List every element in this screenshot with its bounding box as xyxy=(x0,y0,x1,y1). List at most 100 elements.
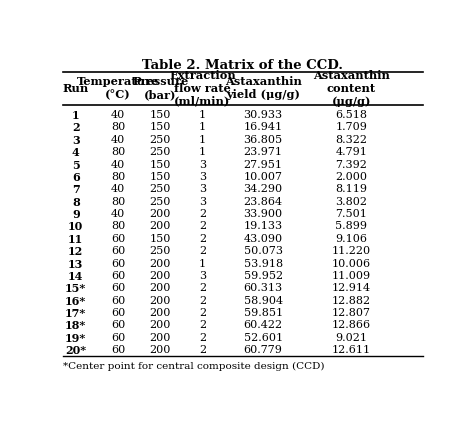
Text: 40: 40 xyxy=(111,135,125,145)
Text: 60: 60 xyxy=(111,333,125,343)
Text: 40: 40 xyxy=(111,209,125,219)
Text: 12: 12 xyxy=(68,246,83,257)
Text: 12.882: 12.882 xyxy=(332,296,371,306)
Text: 1: 1 xyxy=(72,110,80,121)
Text: 12.611: 12.611 xyxy=(332,345,371,355)
Text: 40: 40 xyxy=(111,159,125,170)
Text: 150: 150 xyxy=(150,159,171,170)
Text: 33.900: 33.900 xyxy=(244,209,283,219)
Text: 200: 200 xyxy=(150,296,171,306)
Text: 12.914: 12.914 xyxy=(332,283,371,293)
Text: 30.933: 30.933 xyxy=(244,110,283,120)
Text: 80: 80 xyxy=(111,221,125,231)
Text: 80: 80 xyxy=(111,122,125,132)
Text: 9.106: 9.106 xyxy=(335,234,367,244)
Text: 250: 250 xyxy=(150,197,171,207)
Text: 60: 60 xyxy=(111,234,125,244)
Text: 2: 2 xyxy=(199,246,206,256)
Text: 1: 1 xyxy=(199,110,206,120)
Text: 60: 60 xyxy=(111,308,125,318)
Text: 4.791: 4.791 xyxy=(336,147,367,157)
Text: 3.802: 3.802 xyxy=(335,197,367,207)
Text: 8: 8 xyxy=(72,197,80,208)
Text: 27.951: 27.951 xyxy=(244,159,283,170)
Text: 1: 1 xyxy=(199,135,206,145)
Text: Astaxanthin
content
(μg/g): Astaxanthin content (μg/g) xyxy=(313,70,390,107)
Text: 23.864: 23.864 xyxy=(244,197,283,207)
Text: 16.941: 16.941 xyxy=(244,122,283,132)
Text: 23.971: 23.971 xyxy=(244,147,283,157)
Text: 7: 7 xyxy=(72,184,80,195)
Text: 80: 80 xyxy=(111,172,125,182)
Text: 60: 60 xyxy=(111,246,125,256)
Text: 5: 5 xyxy=(72,159,80,170)
Text: 6.518: 6.518 xyxy=(335,110,367,120)
Text: 52.601: 52.601 xyxy=(244,333,283,343)
Text: 1.709: 1.709 xyxy=(336,122,367,132)
Text: 53.918: 53.918 xyxy=(244,258,283,269)
Text: 150: 150 xyxy=(150,110,171,120)
Text: 50.073: 50.073 xyxy=(244,246,283,256)
Text: 11.009: 11.009 xyxy=(332,271,371,281)
Text: 40: 40 xyxy=(111,184,125,194)
Text: 6: 6 xyxy=(72,172,80,183)
Text: 250: 250 xyxy=(150,135,171,145)
Text: 200: 200 xyxy=(150,345,171,355)
Text: 12.866: 12.866 xyxy=(332,321,371,330)
Text: 18*: 18* xyxy=(65,321,86,332)
Text: 8.119: 8.119 xyxy=(335,184,367,194)
Text: 60.422: 60.422 xyxy=(244,321,283,330)
Text: 59.952: 59.952 xyxy=(244,271,283,281)
Text: 200: 200 xyxy=(150,271,171,281)
Text: 60: 60 xyxy=(111,321,125,330)
Text: Astaxanthin
yield (μg/g): Astaxanthin yield (μg/g) xyxy=(225,76,301,100)
Text: 10.007: 10.007 xyxy=(244,172,283,182)
Text: 36.805: 36.805 xyxy=(244,135,283,145)
Text: 10: 10 xyxy=(68,221,83,232)
Text: 60: 60 xyxy=(111,296,125,306)
Text: 2: 2 xyxy=(72,122,80,133)
Text: 60: 60 xyxy=(111,258,125,269)
Text: 13: 13 xyxy=(68,258,83,269)
Text: 2: 2 xyxy=(199,283,206,293)
Text: Extraction
flow rate
(ml/min): Extraction flow rate (ml/min) xyxy=(169,70,236,107)
Text: 150: 150 xyxy=(150,172,171,182)
Text: 60: 60 xyxy=(111,271,125,281)
Text: 58.904: 58.904 xyxy=(244,296,283,306)
Text: 60.779: 60.779 xyxy=(244,345,283,355)
Text: 10.006: 10.006 xyxy=(332,258,371,269)
Text: 1: 1 xyxy=(199,258,206,269)
Text: 1: 1 xyxy=(199,122,206,132)
Text: 150: 150 xyxy=(150,122,171,132)
Text: 2: 2 xyxy=(199,345,206,355)
Text: 16*: 16* xyxy=(65,296,86,307)
Text: 5.899: 5.899 xyxy=(335,221,367,231)
Text: 4: 4 xyxy=(72,147,80,158)
Text: 200: 200 xyxy=(150,283,171,293)
Text: 200: 200 xyxy=(150,308,171,318)
Text: 80: 80 xyxy=(111,147,125,157)
Text: 2: 2 xyxy=(199,221,206,231)
Text: 60: 60 xyxy=(111,345,125,355)
Text: 200: 200 xyxy=(150,321,171,330)
Text: 19*: 19* xyxy=(65,333,86,344)
Text: 9.021: 9.021 xyxy=(335,333,367,343)
Text: 2.000: 2.000 xyxy=(335,172,367,182)
Text: 250: 250 xyxy=(150,184,171,194)
Text: 3: 3 xyxy=(199,172,206,182)
Text: 1: 1 xyxy=(199,147,206,157)
Text: 59.851: 59.851 xyxy=(244,308,283,318)
Text: 200: 200 xyxy=(150,258,171,269)
Text: 34.290: 34.290 xyxy=(244,184,283,194)
Text: 9: 9 xyxy=(72,209,80,220)
Text: 2: 2 xyxy=(199,234,206,244)
Text: 3: 3 xyxy=(199,271,206,281)
Text: Table 2. Matrix of the CCD.: Table 2. Matrix of the CCD. xyxy=(142,59,344,72)
Text: 17*: 17* xyxy=(65,308,86,319)
Text: 150: 150 xyxy=(150,234,171,244)
Text: 2: 2 xyxy=(199,296,206,306)
Text: 7.501: 7.501 xyxy=(336,209,367,219)
Text: 250: 250 xyxy=(150,147,171,157)
Text: *Center point for central composite design (CCD): *Center point for central composite desi… xyxy=(63,362,324,371)
Text: 2: 2 xyxy=(199,333,206,343)
